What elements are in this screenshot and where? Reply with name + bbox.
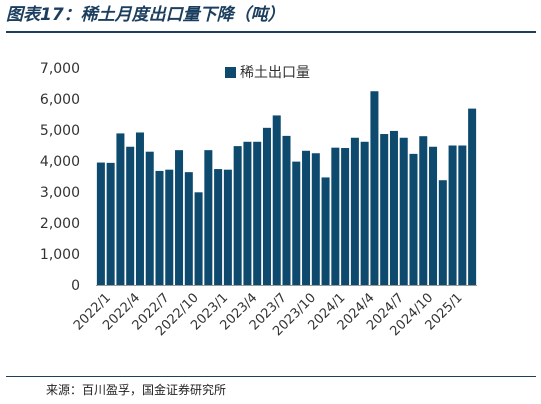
- bar-2023-2: [223, 169, 232, 285]
- bar-2024-3: [350, 137, 359, 285]
- legend-label: 稀土出口量: [240, 65, 310, 81]
- source-note: 来源：百川盈孚，国金证券研究所: [46, 383, 227, 397]
- bar-2025-2: [458, 145, 467, 285]
- bar-2022-10: [184, 172, 193, 285]
- y-tick-label: 6,000: [40, 92, 80, 108]
- y-tick-label: 1,000: [40, 247, 80, 263]
- bar-2023-7: [272, 115, 281, 286]
- title-divider: [6, 31, 536, 33]
- bar-2022-7: [155, 170, 164, 285]
- bar-2022-4: [126, 146, 135, 285]
- bar-2023-8: [282, 135, 291, 285]
- bar-2023-10: [302, 150, 311, 285]
- figure-title: 图表17：稀土月度出口量下降（吨）: [6, 5, 285, 25]
- bar-2023-3: [233, 146, 242, 285]
- bar-2022-8: [165, 169, 174, 285]
- y-tick-label: 2,000: [40, 216, 80, 232]
- bar-2022-9: [175, 150, 184, 285]
- bar-2022-3: [116, 133, 125, 285]
- bar-2023-6: [262, 127, 271, 285]
- bar-2025-1: [448, 145, 457, 285]
- y-tick-label: 4,000: [40, 154, 80, 170]
- y-tick-label: 7,000: [40, 61, 80, 77]
- y-tick-label: 5,000: [40, 123, 80, 139]
- bar-2022-12: [204, 150, 213, 285]
- bar-2024-5: [370, 91, 379, 285]
- chart-area: 0 1,000 2,000 3,000 4,000 5,000 6,000 7,000 2022…: [0, 36, 541, 368]
- bar-2024-1: [331, 147, 340, 285]
- bar-2024-2: [341, 147, 350, 285]
- y-tick-label: 3,000: [40, 185, 80, 201]
- bar-2024-6: [380, 134, 389, 285]
- bar-2022-2: [106, 162, 115, 285]
- bar-2023-12: [321, 177, 330, 285]
- bar-2022-1: [96, 162, 105, 285]
- bar-2023-11: [311, 153, 320, 285]
- bar-2024-7: [389, 130, 398, 285]
- bar-2022-5: [135, 132, 144, 285]
- bar-2024-8: [399, 137, 408, 285]
- bar-chart: 01,0002,0003,0004,0005,0006,0007,0002022…: [40, 61, 477, 339]
- bottom-divider: [6, 376, 536, 377]
- legend-swatch: [225, 67, 236, 78]
- bar-2024-10: [419, 136, 428, 285]
- y-tick-label: 0: [71, 278, 80, 294]
- bar-2024-12: [438, 180, 447, 285]
- bar-2023-5: [253, 141, 262, 285]
- bar-2023-4: [243, 141, 252, 285]
- bar-2023-1: [214, 169, 223, 285]
- bar-2024-9: [409, 153, 418, 285]
- bar-2022-6: [145, 151, 154, 285]
- bar-2024-11: [429, 146, 438, 285]
- bar-2022-11: [194, 192, 203, 285]
- bar-2024-4: [360, 141, 369, 285]
- bar-2023-9: [292, 161, 301, 285]
- bar-2025-3: [468, 108, 477, 285]
